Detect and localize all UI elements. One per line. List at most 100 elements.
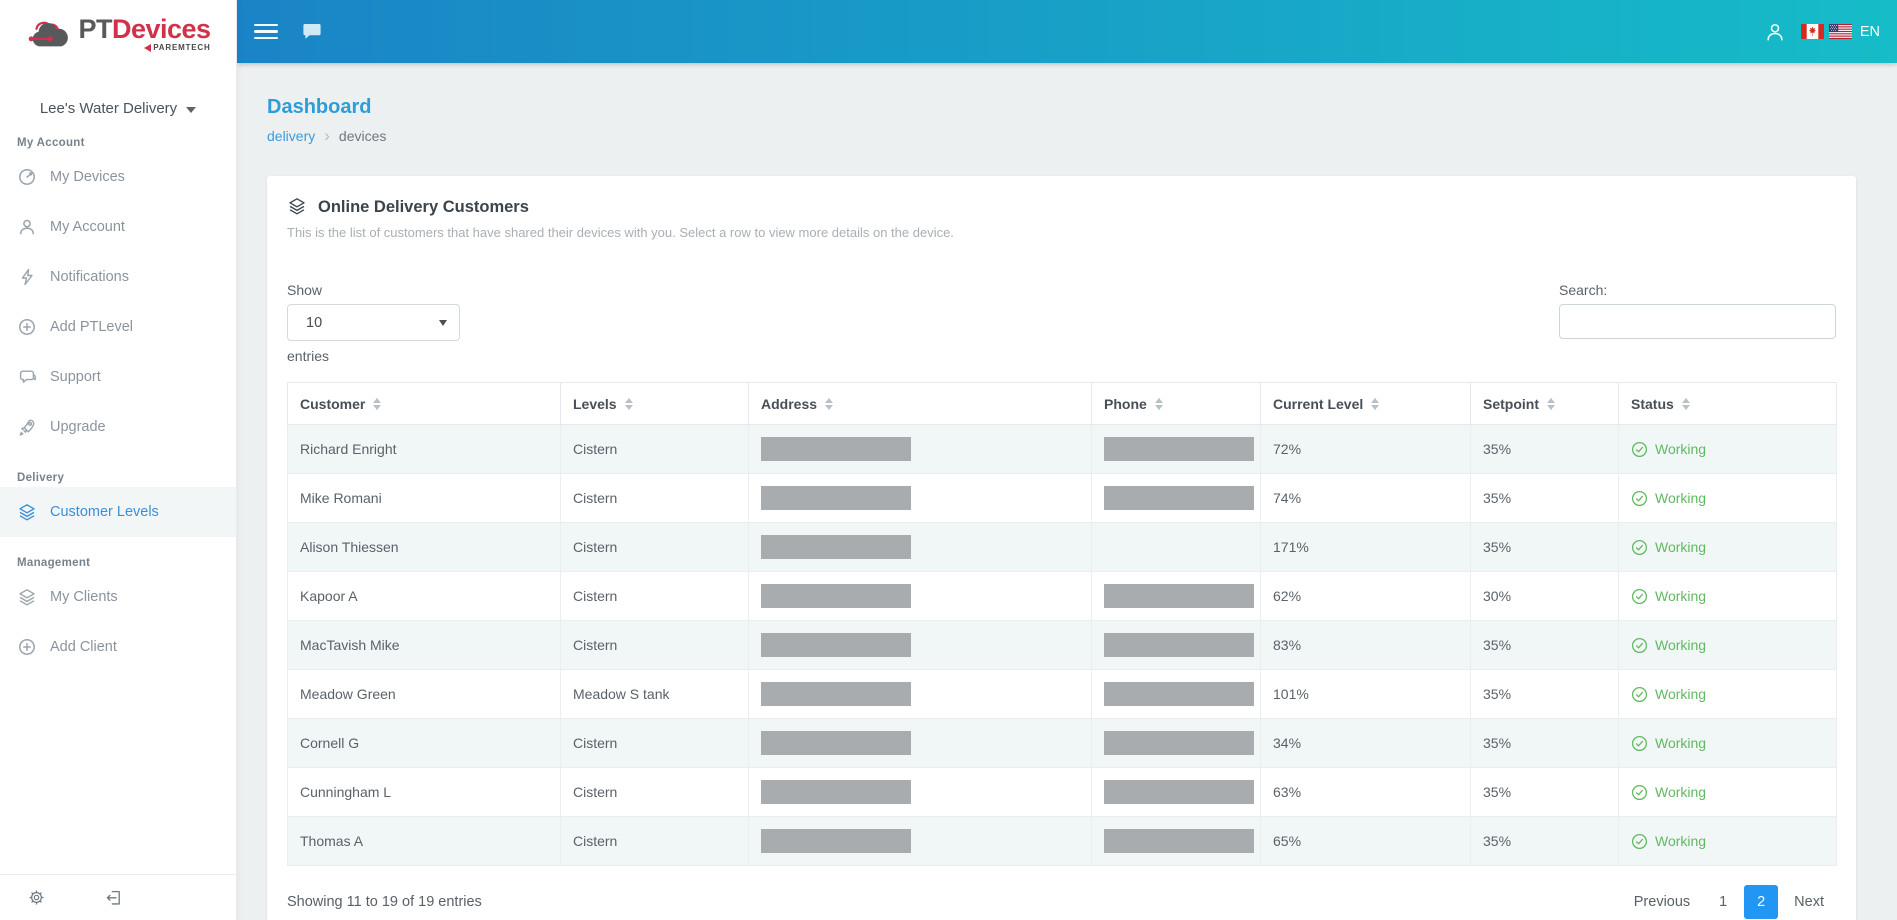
table-footer: Showing 11 to 19 of 19 entries Previous 1… — [287, 885, 1836, 919]
sidebar-item-add-client[interactable]: Add Client — [0, 622, 236, 672]
cell-current-level: 72% — [1260, 424, 1471, 474]
hamburger-menu-icon[interactable] — [250, 20, 282, 44]
pagination-next-button[interactable]: Next — [1794, 894, 1824, 910]
sidebar-item-add-ptlevel[interactable]: Add PTLevel — [0, 302, 236, 352]
nav-section-management: Management — [17, 557, 91, 569]
nav-section-my-account: My Account — [17, 137, 85, 149]
status-badge: Working — [1631, 735, 1836, 752]
table-row-meadow-green[interactable]: Meadow Green Meadow S tank 101% 35% Working — [287, 669, 1837, 719]
cell-status: Working — [1618, 473, 1837, 523]
cell-phone — [1091, 767, 1261, 817]
tagline-arrow-icon — [144, 43, 152, 52]
cell-customer: Cornell G — [287, 718, 561, 768]
language-label[interactable]: EN — [1859, 23, 1880, 40]
breadcrumb-separator-icon: › — [324, 125, 330, 145]
search-label: Search: — [1559, 282, 1608, 298]
pagination-page-2[interactable]: 2 — [1744, 885, 1779, 919]
org-selector[interactable]: Lee's Water Delivery — [0, 100, 236, 117]
cell-levels: Cistern — [560, 522, 749, 572]
logout-icon[interactable] — [104, 888, 123, 907]
pagination: Previous 1 2 Next — [1622, 885, 1836, 919]
sidebar-item-label: My Clients — [50, 589, 118, 605]
sidebar: PTDevices PAREMTECH Lee's Water Delivery… — [0, 0, 237, 920]
us-flag-icon[interactable] — [1828, 24, 1852, 39]
sort-icon — [825, 397, 834, 410]
sort-icon — [624, 397, 633, 410]
cell-phone — [1091, 669, 1261, 719]
cell-setpoint: 35% — [1470, 473, 1619, 523]
sidebar-item-upgrade[interactable]: Upgrade — [0, 402, 236, 452]
cell-phone — [1091, 473, 1261, 523]
redacted-phone — [1104, 584, 1254, 608]
cell-address — [748, 424, 1092, 474]
sidebar-item-my-account[interactable]: My Account — [0, 202, 236, 252]
check-circle-icon — [1631, 441, 1648, 458]
sidebar-item-support[interactable]: Support — [0, 352, 236, 402]
pagination-page-1[interactable]: 1 — [1719, 894, 1728, 910]
status-badge: Working — [1631, 588, 1836, 605]
status-badge: Working — [1631, 539, 1836, 556]
column-label: Current Level — [1273, 395, 1364, 412]
breadcrumb-delivery-link[interactable]: delivery — [267, 128, 316, 144]
column-header-address[interactable]: Address — [748, 382, 1092, 425]
status-badge: Working — [1631, 490, 1836, 507]
user-account-icon[interactable] — [1764, 21, 1786, 43]
sidebar-item-my-clients[interactable]: My Clients — [0, 572, 236, 622]
user-icon — [17, 217, 37, 237]
column-header-customer[interactable]: Customer — [287, 382, 561, 425]
column-header-setpoint[interactable]: Setpoint — [1470, 382, 1619, 425]
redacted-phone — [1104, 780, 1254, 804]
cell-customer: Cunningham L — [287, 767, 561, 817]
sidebar-item-my-devices[interactable]: My Devices — [0, 152, 236, 202]
sort-icon — [1547, 397, 1555, 410]
sidebar-footer — [0, 874, 236, 920]
table-row-mactavish-mike[interactable]: MacTavish Mike Cistern 83% 35% Working — [287, 620, 1837, 670]
cell-setpoint: 35% — [1470, 424, 1619, 474]
page-size-value: 10 — [306, 314, 323, 331]
status-text: Working — [1655, 539, 1707, 555]
status-badge: Working — [1631, 441, 1836, 458]
cell-customer: Alison Thiessen — [287, 522, 561, 572]
check-circle-icon — [1631, 490, 1648, 507]
sidebar-item-customer-levels[interactable]: Customer Levels — [0, 487, 236, 537]
redacted-phone — [1104, 437, 1254, 461]
sidebar-item-label: Notifications — [50, 269, 129, 285]
table-row-cunningham-l[interactable]: Cunningham L Cistern 63% 35% Working — [287, 767, 1837, 817]
table-row-cornell-g[interactable]: Cornell G Cistern 34% 35% Working — [287, 718, 1837, 768]
cell-address — [748, 767, 1092, 817]
status-text: Working — [1655, 735, 1707, 751]
table-row-richard-enright[interactable]: Richard Enright Cistern 72% 35% Working — [287, 424, 1837, 474]
cell-phone — [1091, 522, 1261, 572]
page-size-select[interactable]: 10 — [287, 304, 460, 341]
table-row-mike-romani[interactable]: Mike Romani Cistern 74% 35% Working — [287, 473, 1837, 523]
table-row-kapoor-a[interactable]: Kapoor A Cistern 62% 30% Working — [287, 571, 1837, 621]
column-label: Customer — [300, 395, 366, 412]
column-header-levels[interactable]: Levels — [560, 382, 749, 425]
column-header-current-level[interactable]: Current Level — [1260, 382, 1471, 425]
card-subtitle: This is the list of customers that have … — [287, 225, 954, 240]
card-title: Online Delivery Customers — [318, 197, 529, 216]
brand-logo[interactable]: PTDevices PAREMTECH — [0, 0, 236, 63]
gear-icon[interactable] — [27, 888, 46, 907]
sidebar-item-label: Customer Levels — [50, 504, 159, 520]
page-title: Dashboard — [267, 96, 372, 118]
showing-info: Showing 11 to 19 of 19 entries — [287, 894, 482, 910]
customers-table: Customer Levels Address Phone Current Level S… — [287, 382, 1837, 866]
cell-customer: MacTavish Mike — [287, 620, 561, 670]
cell-levels: Meadow S tank — [560, 669, 749, 719]
search-input[interactable] — [1559, 304, 1836, 339]
table-row-alison-thiessen[interactable]: Alison Thiessen Cistern 171% 35% Working — [287, 522, 1837, 572]
entries-label: entries — [287, 348, 330, 364]
canada-flag-icon[interactable] — [1800, 24, 1824, 39]
sidebar-nav: My Account My Devices My Account Notificati… — [0, 137, 236, 672]
status-badge: Working — [1631, 637, 1836, 654]
sidebar-item-notifications[interactable]: Notifications — [0, 252, 236, 302]
show-label: Show — [287, 282, 323, 298]
pagination-previous-button[interactable]: Previous — [1633, 894, 1691, 910]
column-header-status[interactable]: Status — [1618, 382, 1837, 425]
table-row-thomas-a[interactable]: Thomas A Cistern 65% 35% Working — [287, 816, 1837, 866]
chat-icon[interactable] — [301, 21, 323, 42]
cell-phone — [1091, 571, 1261, 621]
column-header-phone[interactable]: Phone — [1091, 382, 1261, 425]
table-controls: Show 10 entries Search: — [287, 282, 1836, 364]
